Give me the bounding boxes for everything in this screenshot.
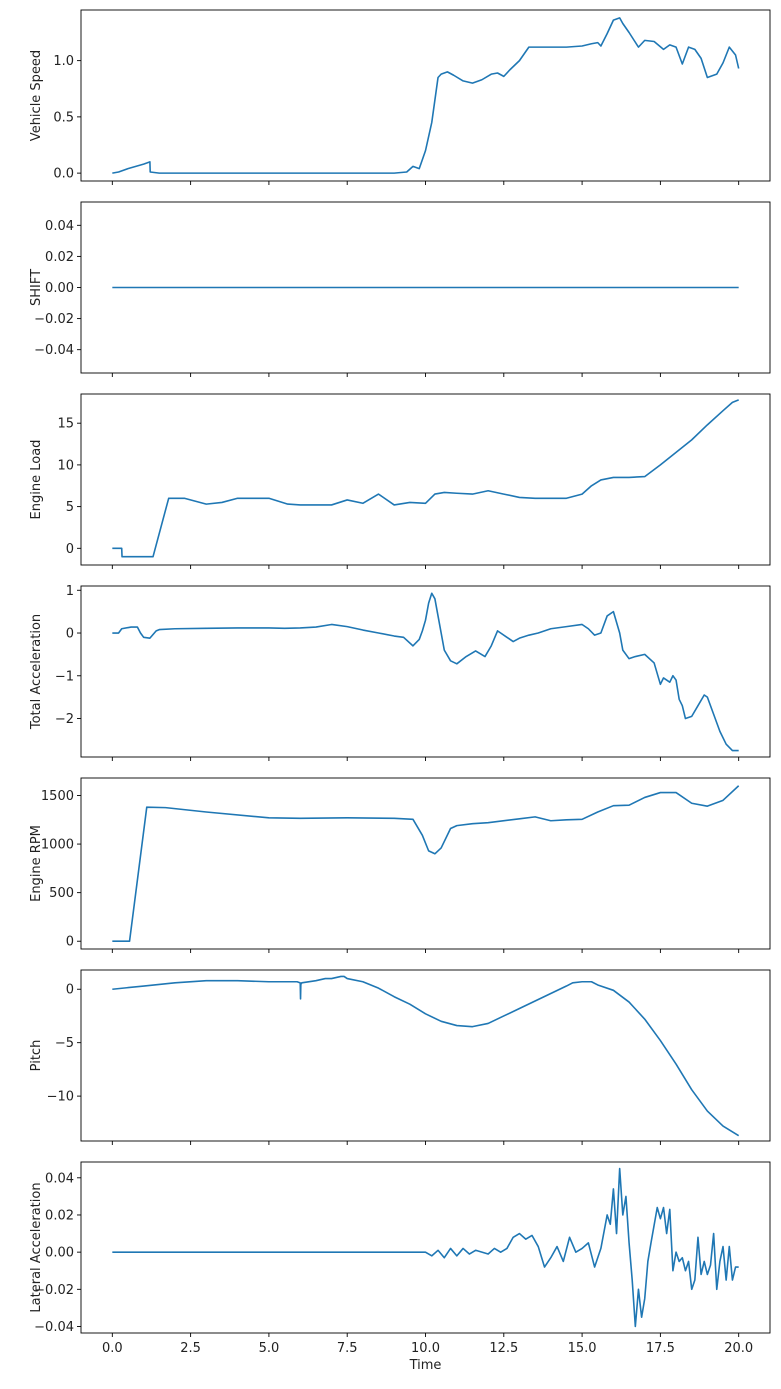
axes-frame	[80, 585, 771, 758]
y-axis-label: Engine Load	[29, 440, 44, 520]
y-tick-label: 0.02	[45, 250, 74, 265]
series-line-4-1	[112, 592, 739, 752]
y-tick-label: 500	[49, 886, 74, 901]
x-tick-label: 10.0	[411, 1341, 440, 1356]
series-line-6-1	[112, 975, 740, 1137]
y-tick-label: 0.00	[45, 1246, 74, 1261]
axes-frame	[80, 777, 771, 950]
y-tick-label: −0.02	[34, 1283, 74, 1298]
axes-frame	[80, 1161, 771, 1334]
subplot-6: 0 −5 −10 Pitch	[29, 969, 771, 1145]
y-tick-label: −2	[55, 712, 74, 727]
y-tick-label: 0.00	[45, 281, 74, 296]
x-tick-label: 7.5	[337, 1341, 358, 1356]
y-tick-label: 0	[66, 935, 74, 950]
y-tick-label: −1	[55, 669, 74, 684]
series-line-1-1	[112, 17, 740, 174]
y-tick-label: 0.0	[53, 167, 74, 182]
y-tick-label: 1500	[41, 789, 74, 804]
x-tick-label: 17.5	[646, 1341, 675, 1356]
series-line-3-1	[112, 399, 739, 558]
y-axis-label: Total Acceleration	[29, 614, 44, 730]
y-tick-label: 0.02	[45, 1208, 74, 1223]
subplot-4: 1 0 −1 −2 Total Acceleration	[29, 584, 771, 761]
y-tick-label: 5	[66, 500, 74, 515]
x-axis-label: Time	[409, 1358, 442, 1373]
axes-frame	[80, 393, 771, 566]
y-tick-label: −5	[55, 1036, 74, 1051]
y-axis-label: Vehicle Speed	[29, 50, 44, 141]
y-tick-label: 1	[66, 584, 74, 599]
series-line-5-1	[112, 785, 740, 943]
subplot-3: 15 10 5 0 Engine Load	[29, 393, 771, 569]
y-tick-label: 0.5	[53, 110, 74, 125]
y-tick-label: 1.0	[53, 54, 74, 69]
y-tick-label: 0	[66, 627, 74, 642]
subplot-5: 1500 1000 500 0 Engine RPM	[29, 777, 771, 953]
y-tick-label: −0.02	[34, 312, 74, 327]
x-tick-label: 0.0	[102, 1341, 123, 1356]
y-tick-label: 0.04	[45, 1171, 74, 1186]
x-tick-label: 5.0	[259, 1341, 280, 1356]
y-axis-label: Engine RPM	[29, 825, 44, 902]
y-tick-label: −10	[47, 1090, 74, 1105]
subplot-1: 0.0 0.5 1.0 Vehicle Speed	[29, 9, 771, 185]
y-tick-label: −0.04	[34, 1320, 74, 1335]
x-tick-label: 2.5	[180, 1341, 201, 1356]
axes-frame	[80, 9, 771, 182]
y-axis-label: SHIFT	[29, 269, 44, 306]
x-tick-label: 15.0	[568, 1341, 597, 1356]
x-tick-label: 20.0	[724, 1341, 753, 1356]
y-tick-label: 0.04	[45, 219, 74, 234]
y-tick-label: 0	[66, 542, 74, 557]
x-tick-label: 12.5	[489, 1341, 518, 1356]
subplot-2: 0.04 0.02 0.00 −0.02 −0.04 SHIFT	[29, 201, 771, 377]
subplot-7: 0.04 0.02 0.00 −0.02 −0.04 0.0 2.5 5.0 7.5 10.0 12…	[29, 1161, 771, 1373]
series-line-7-1	[112, 1167, 739, 1328]
y-axis-label: Pitch	[29, 1040, 44, 1072]
y-tick-label: 0	[66, 983, 74, 998]
y-axis-label: Lateral Acceleration	[29, 1182, 44, 1312]
y-tick-label: 10	[57, 458, 74, 473]
axes-frame	[80, 969, 771, 1142]
y-tick-label: −0.04	[34, 343, 74, 358]
y-tick-label: 1000	[41, 838, 74, 853]
y-tick-label: 15	[57, 417, 74, 432]
